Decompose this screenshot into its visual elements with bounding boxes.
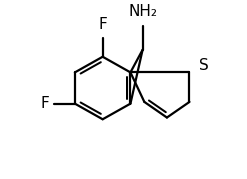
Text: S: S bbox=[199, 58, 209, 73]
Text: NH₂: NH₂ bbox=[128, 4, 157, 19]
Text: F: F bbox=[40, 96, 49, 111]
Text: F: F bbox=[98, 17, 107, 32]
